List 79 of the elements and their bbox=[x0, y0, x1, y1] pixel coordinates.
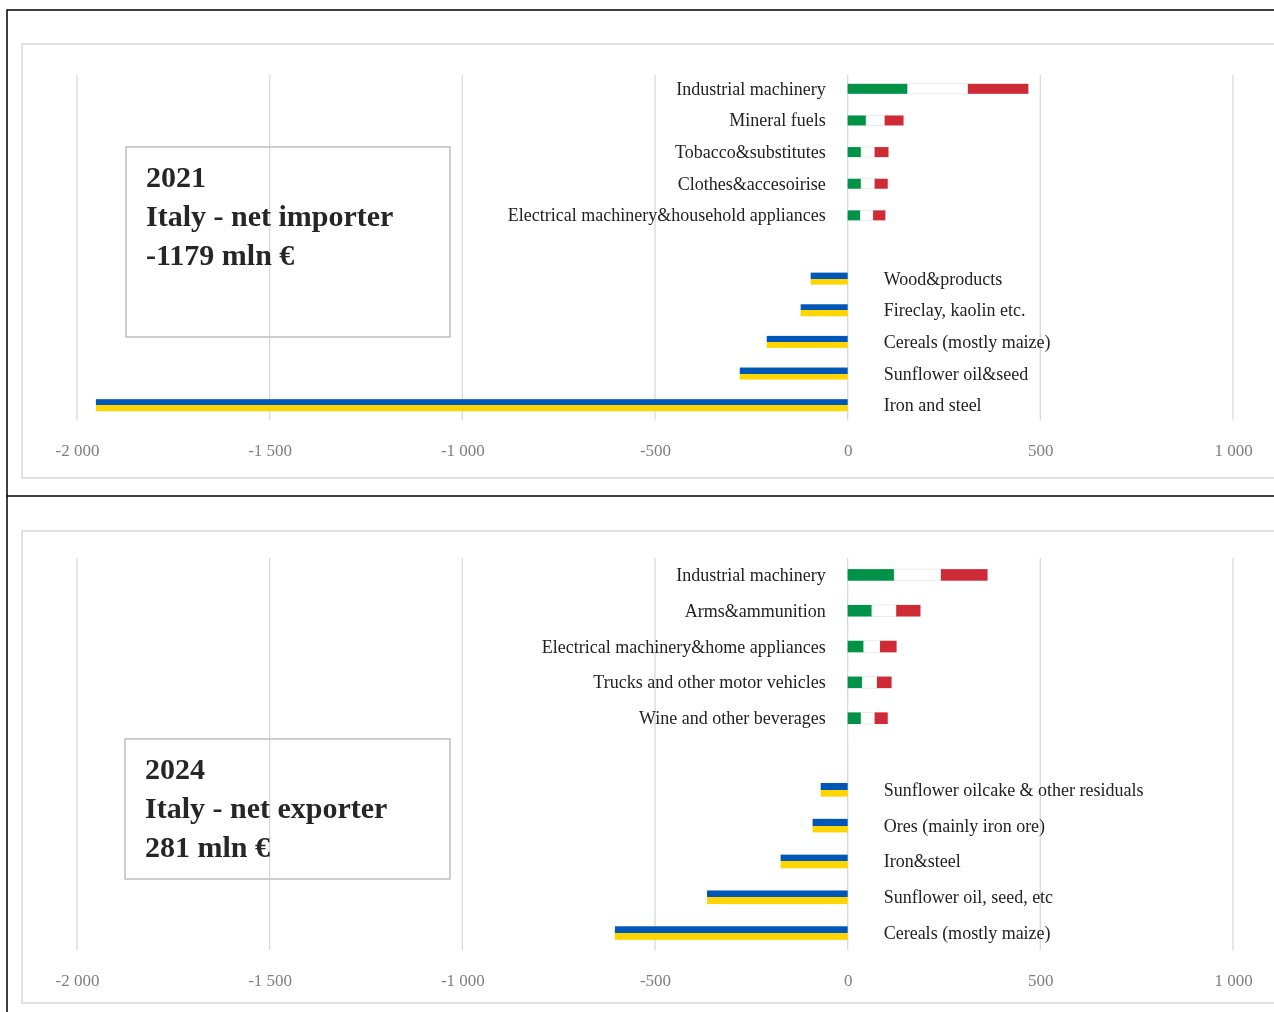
bar bbox=[880, 640, 897, 653]
annotation: -1179 mln € bbox=[146, 238, 295, 271]
bar bbox=[847, 712, 862, 724]
bar bbox=[967, 83, 1029, 94]
y-tick-label: Mineral fuels bbox=[729, 110, 826, 131]
bar bbox=[847, 676, 863, 689]
y-tick-label: Industrial machinery bbox=[676, 78, 826, 99]
bar bbox=[820, 783, 848, 797]
y-tick-label: Cereals (mostly maize) bbox=[883, 331, 1051, 353]
bar bbox=[766, 335, 848, 348]
annotation: 2024 bbox=[145, 752, 205, 785]
bar bbox=[861, 676, 878, 689]
annotation: 281 mln € bbox=[145, 830, 271, 863]
bar bbox=[847, 115, 867, 126]
bar bbox=[873, 210, 886, 221]
y-tick-label: Wood&products bbox=[883, 268, 1003, 289]
bar bbox=[859, 209, 874, 221]
bar bbox=[95, 399, 848, 412]
y-tick-label: Clothes&accesoirise bbox=[677, 173, 826, 194]
bar bbox=[876, 676, 892, 689]
bar bbox=[847, 569, 895, 581]
bar bbox=[800, 304, 848, 317]
y-tick-label: Iron&steel bbox=[883, 851, 961, 872]
y-tick-label: Fireclay, kaolin etc. bbox=[883, 300, 1026, 321]
bar bbox=[940, 569, 988, 581]
bar bbox=[893, 568, 942, 582]
bar bbox=[780, 854, 848, 869]
x-tick-label: -1 500 bbox=[248, 441, 293, 461]
x-tick-label: 500 bbox=[1028, 441, 1054, 461]
x-tick-label: -1 000 bbox=[440, 441, 485, 461]
x-tick-label: -1 000 bbox=[440, 971, 485, 991]
bar bbox=[860, 711, 876, 725]
x-tick-label: -2 000 bbox=[55, 971, 100, 991]
y-tick-label: Trucks and other motor vehicles bbox=[593, 672, 826, 693]
bar bbox=[860, 178, 876, 190]
bar bbox=[847, 147, 862, 158]
y-tick-label: Sunflower oil, seed, etc bbox=[883, 887, 1054, 908]
x-tick-label: 1 000 bbox=[1214, 971, 1253, 991]
bar bbox=[871, 604, 897, 617]
y-tick-label: Arms&ammunition bbox=[684, 600, 826, 621]
y-tick-label: Cereals (mostly maize) bbox=[883, 923, 1051, 945]
y-tick-label: Tobacco&substitutes bbox=[674, 142, 826, 163]
bar bbox=[860, 146, 876, 158]
bar bbox=[847, 178, 862, 189]
bar bbox=[865, 115, 886, 126]
bar bbox=[614, 926, 848, 940]
x-tick-label: -500 bbox=[639, 441, 672, 461]
bar bbox=[874, 178, 888, 189]
x-tick-label: 1 000 bbox=[1214, 441, 1253, 461]
bar bbox=[896, 604, 921, 617]
x-tick-label: -500 bbox=[639, 971, 672, 991]
x-tick-label: 0 bbox=[843, 971, 853, 991]
x-tick-label: 500 bbox=[1028, 971, 1054, 991]
y-tick-label: Electrical machinery&household appliances bbox=[507, 205, 826, 226]
bar bbox=[812, 818, 848, 833]
annotation: 2021 bbox=[146, 160, 206, 193]
y-tick-label: Iron and steel bbox=[883, 395, 982, 416]
x-tick-label: -2 000 bbox=[55, 441, 100, 461]
bar bbox=[810, 272, 848, 285]
annotation: Italy - net importer bbox=[146, 199, 394, 232]
bar bbox=[884, 115, 904, 126]
y-tick-label: Ores (mainly iron ore) bbox=[883, 815, 1046, 837]
bar bbox=[707, 890, 848, 905]
x-tick-label: 0 bbox=[843, 441, 853, 461]
bar bbox=[863, 640, 881, 653]
y-tick-label: Sunflower oilcake & other residuals bbox=[883, 779, 1144, 800]
y-tick-label: Wine and other beverages bbox=[638, 708, 826, 729]
bar bbox=[907, 83, 969, 95]
y-tick-label: Sunflower oil&seed bbox=[883, 363, 1029, 384]
bar bbox=[847, 604, 872, 617]
bar bbox=[847, 210, 861, 221]
y-tick-label: Industrial machinery bbox=[676, 564, 826, 585]
bar bbox=[847, 83, 908, 94]
annotation: Italy - net exporter bbox=[145, 791, 388, 824]
bar bbox=[874, 712, 888, 724]
bar bbox=[739, 367, 848, 380]
y-tick-label: Electrical machinery&home appliances bbox=[541, 636, 826, 657]
x-tick-label: -1 500 bbox=[248, 971, 293, 991]
bar bbox=[874, 147, 889, 158]
